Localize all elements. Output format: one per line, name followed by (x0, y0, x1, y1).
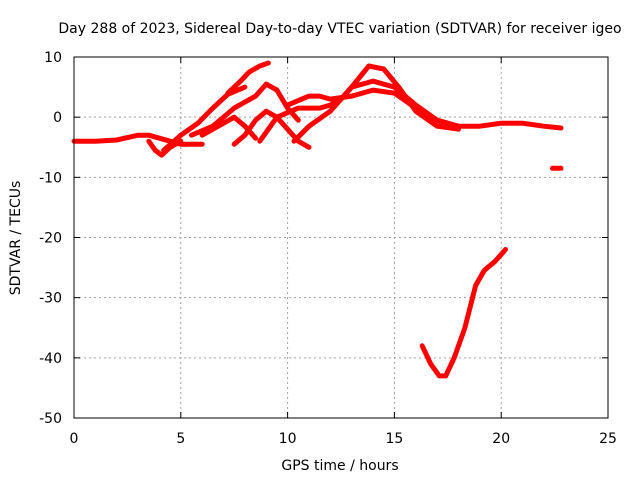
grid (74, 57, 608, 418)
y-tick-label: -10 (39, 170, 62, 186)
x-tick-label: 0 (70, 431, 79, 447)
series-lower-curve (419, 247, 508, 379)
axis-ticks: 0 5 10 15 20 25 -50 -40 -30 -20 -10 0 10 (39, 50, 617, 447)
x-tick-label: 25 (599, 431, 617, 447)
series-rise-f (285, 87, 451, 129)
x-tick-label: 20 (492, 431, 510, 447)
y-tick-label: 10 (44, 50, 62, 66)
series-cluster-1 (225, 60, 271, 96)
y-tick-label: 0 (53, 110, 62, 126)
x-tick-label: 5 (176, 431, 185, 447)
series-rise-d (257, 78, 564, 144)
y-tick-label: -40 (39, 351, 62, 367)
x-tick-label: 10 (279, 431, 297, 447)
chart-title: Day 288 of 2023, Sidereal Day-to-day VTE… (58, 21, 621, 37)
x-axis-label: GPS time / hours (281, 458, 398, 474)
series-layer (71, 60, 564, 379)
x-tick-label: 15 (385, 431, 403, 447)
y-tick-label: -30 (39, 291, 62, 307)
series-rise-e (291, 63, 461, 144)
y-tick-label: -20 (39, 231, 62, 247)
series-base (71, 132, 205, 147)
y-axis-label: SDTVAR / TECUs (8, 181, 24, 296)
y-tick-label: -50 (39, 411, 62, 427)
series-dip (146, 138, 184, 158)
